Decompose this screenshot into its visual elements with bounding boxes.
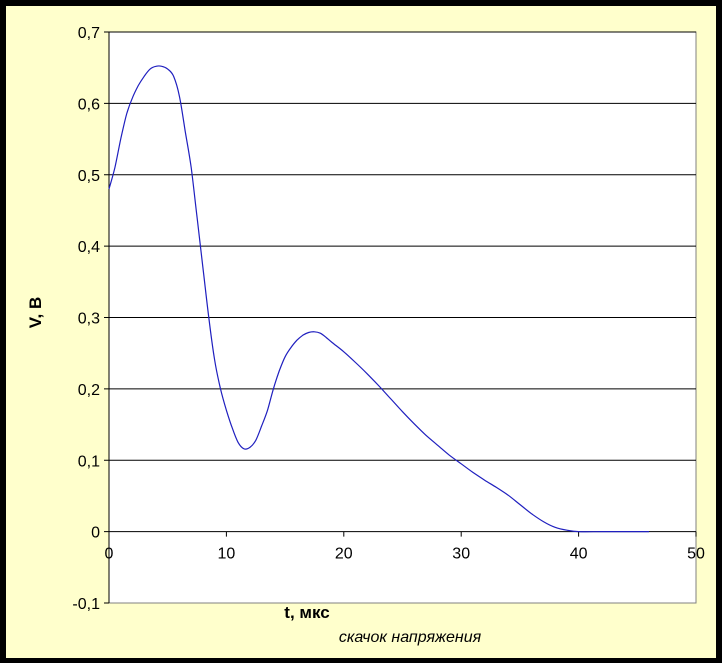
x-tick-labels: 0 10 20 30 40 50 [105, 546, 705, 563]
x-tick-label: 10 [218, 546, 236, 563]
x-tick-label: 30 [452, 546, 470, 563]
y-tick-label: -0,1 [72, 596, 100, 613]
y-tick-label: 0,6 [78, 96, 100, 113]
y-tick-label: 0,2 [78, 382, 100, 399]
y-tick-label: 0,3 [78, 311, 100, 328]
y-tick-labels: -0,1 0 0,1 0,2 0,3 0,4 0,5 0,6 0,7 [72, 25, 100, 613]
y-tick-label: 0,1 [78, 453, 100, 470]
y-axis-title: V, B [26, 297, 45, 329]
series-line [108, 65, 649, 533]
x-tick-label: 40 [570, 546, 588, 563]
chart-frame: -0,1 0 0,1 0,2 0,3 0,4 0,5 0,6 0,7 0 10 20 30 40 50 V… [5, 5, 717, 659]
x-tick-label: 0 [105, 546, 114, 563]
y-tick-label: 0,4 [78, 239, 100, 256]
y-tick-label: 0,7 [78, 25, 100, 42]
gridlines [104, 31, 696, 604]
x-tick-label: 20 [335, 546, 353, 563]
chart-caption: скачок напряжения [339, 629, 482, 646]
x-tick-label: 50 [687, 546, 705, 563]
line-chart: -0,1 0 0,1 0,2 0,3 0,4 0,5 0,6 0,7 0 10 20 30 40 50 V… [26, 25, 705, 646]
x-axis-title: t, мкс [284, 603, 329, 622]
y-tick-label: 0,5 [78, 168, 100, 185]
y-tick-label: 0 [91, 525, 100, 542]
